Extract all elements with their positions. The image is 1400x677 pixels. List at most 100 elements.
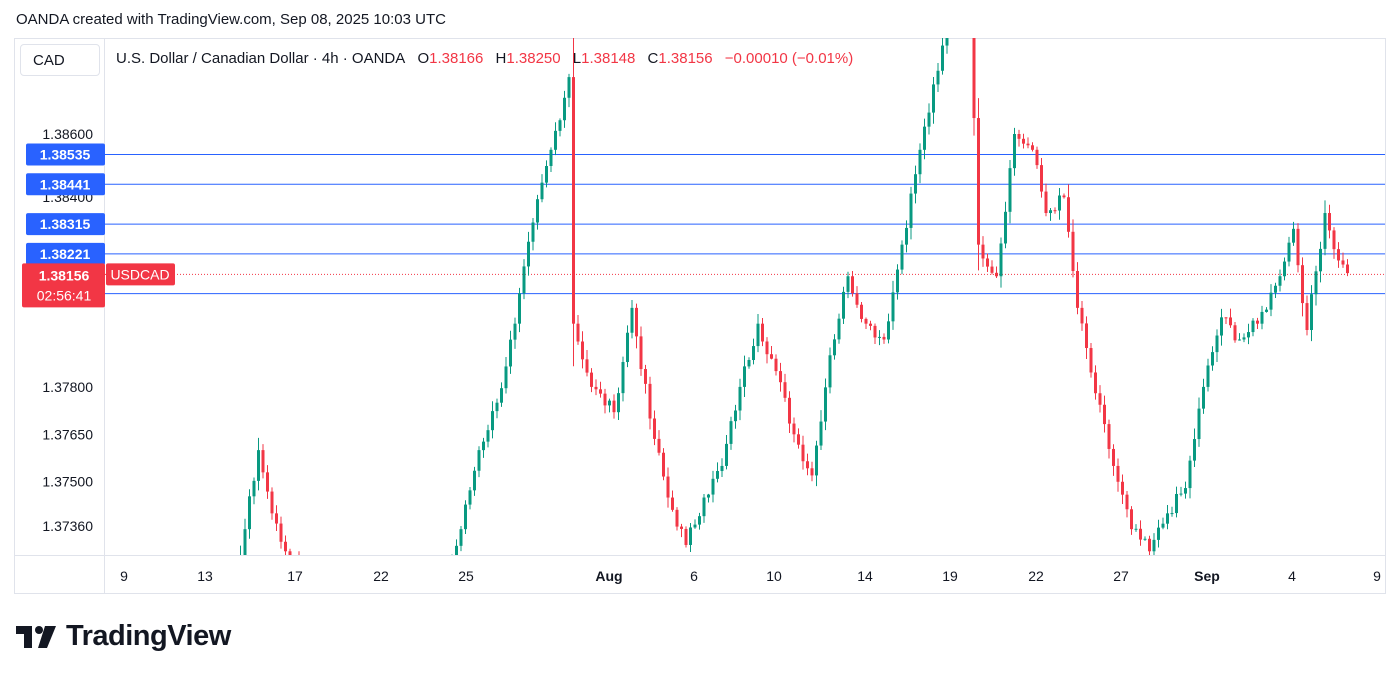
candle [887,313,890,344]
candle [194,583,197,601]
time-tick-label: 17 [287,568,303,584]
candle [1076,262,1079,315]
candle [446,576,449,583]
symbol-tag-box [106,263,175,286]
candle [855,286,859,308]
candle [1296,223,1300,273]
candle [172,591,175,595]
candle [415,586,418,599]
time-tick-label: 13 [197,568,213,584]
time-tick-label: 22 [373,568,389,584]
candle [1341,252,1345,268]
candle [576,314,580,345]
candle [1071,219,1075,278]
candle [1148,535,1151,555]
chart-frame[interactable] [14,38,1386,594]
candle [968,0,971,29]
candle [743,355,746,398]
candle [428,579,431,591]
candle [549,147,553,172]
candle [397,590,400,607]
candle [725,435,728,470]
candle [986,253,989,273]
candle [221,576,224,600]
high-label: H [495,50,507,67]
candle [540,174,544,203]
candle [442,578,445,587]
tradingview-logo[interactable]: TradingView [16,620,231,653]
candle [347,590,350,613]
candle [774,354,778,376]
candle [1323,200,1327,256]
candle [869,320,872,331]
candle [1305,295,1309,336]
candle [122,586,125,603]
candle [491,401,494,439]
high-value: 1.38250 [506,50,561,67]
candle [828,347,832,394]
candle [1044,183,1048,217]
candle [981,236,985,267]
time-axis-separator [14,555,1386,556]
level-label-3: 1.38315 [40,216,91,232]
candle [581,331,584,369]
countdown-label: 02:56:41 [37,287,92,303]
candle [653,410,656,446]
candle [468,487,472,510]
candle [167,590,170,606]
close-label: C [647,50,659,67]
candle [761,317,764,347]
candle [671,490,674,512]
candle [752,338,755,365]
candle [738,378,742,421]
level-label-box [26,143,105,166]
time-tick-label: 14 [857,568,873,584]
currency-selector[interactable]: CAD [20,44,100,76]
candle [1116,458,1120,492]
candle [113,590,116,601]
level-label-2: 1.38441 [40,176,91,192]
candle [504,357,508,394]
candle [1085,316,1088,359]
candle [1058,188,1061,220]
candle [252,477,256,505]
candle [972,38,976,136]
level-label-box [26,242,105,265]
candle [127,597,130,604]
level-label-box [26,213,105,236]
candle [1107,419,1111,459]
candle [356,587,359,610]
time-tick-label: Aug [595,568,622,584]
candle [230,574,233,594]
candle [374,590,377,599]
price-tick-label: 1.38600 [42,126,93,142]
candle [1161,517,1165,530]
candle [955,0,958,12]
candle [1332,227,1336,259]
currency-label: CAD [33,51,65,69]
candle [657,430,661,456]
candle [1053,207,1057,214]
candle [864,317,868,330]
candle [1238,333,1241,341]
candle [388,584,391,600]
candle [334,598,337,603]
candle [1328,204,1331,239]
candle [1274,282,1277,299]
change-value: −0.00010 (−0.01%) [724,50,854,67]
candle [950,0,953,35]
candle [1319,241,1322,283]
candle [621,356,625,402]
candle [261,444,265,479]
candle [1157,519,1160,548]
candle [275,505,278,531]
candle [1040,157,1043,198]
candle [329,586,332,608]
candle [410,597,413,600]
candle [1008,159,1012,224]
candle [1220,308,1223,346]
candle [1224,317,1228,325]
candle [1292,221,1295,246]
symbol-tag: USDCAD [110,266,169,282]
